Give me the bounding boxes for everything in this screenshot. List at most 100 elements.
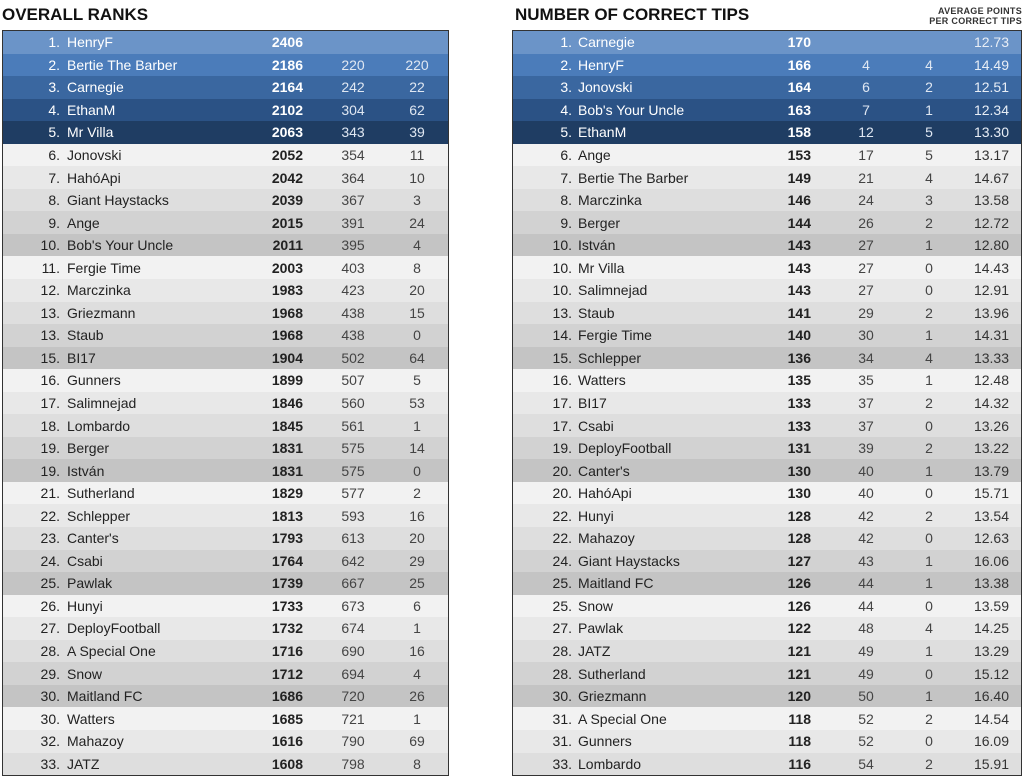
correct-tips: 143 bbox=[787, 282, 811, 299]
points: 1829 bbox=[271, 485, 303, 502]
rank: 33. bbox=[552, 755, 572, 772]
player-name: Csabi bbox=[67, 552, 103, 569]
gap-to-leader: 721 bbox=[341, 710, 365, 727]
average-points-header-line2: PER CORRECT TIPS bbox=[929, 16, 1022, 26]
average-points: 15.91 bbox=[973, 755, 1009, 772]
player-name: HahóApi bbox=[578, 485, 632, 502]
rank: 8. bbox=[48, 192, 60, 209]
rank: 4. bbox=[560, 101, 572, 118]
correct-tips: 143 bbox=[787, 237, 811, 254]
player-name: Salimnejad bbox=[578, 282, 648, 299]
gap-to-previous: 11 bbox=[409, 147, 425, 163]
average-points: 14.67 bbox=[973, 169, 1009, 186]
player-name: Lombardo bbox=[578, 755, 642, 772]
player-name: Berger bbox=[67, 440, 110, 457]
table-row: 10. István 143 27 1 12.80 bbox=[513, 233, 1021, 257]
table-row: 16. Gunners 1899 507 5 bbox=[3, 369, 448, 392]
table-row: 19. DeployFootball 131 39 2 13.22 bbox=[513, 436, 1021, 460]
rank: 4. bbox=[48, 101, 60, 118]
gap-to-leader: 220 bbox=[341, 56, 365, 73]
player-name: Mahazoy bbox=[67, 733, 124, 750]
points: 1831 bbox=[271, 440, 303, 457]
average-points: 16.09 bbox=[973, 733, 1009, 750]
player-name: Watters bbox=[67, 710, 115, 727]
rank: 1. bbox=[560, 34, 572, 51]
gap-to-previous: 1 bbox=[925, 575, 933, 592]
correct-tips: 170 bbox=[787, 34, 811, 51]
table-row: 15. BI17 1904 502 64 bbox=[3, 346, 448, 370]
overall-ranks-title: OVERALL RANKS bbox=[2, 5, 149, 24]
gap-to-previous: 4 bbox=[413, 237, 421, 254]
player-name: DeployFootball bbox=[67, 620, 161, 637]
average-points: 14.54 bbox=[973, 710, 1009, 727]
points: 2011 bbox=[272, 237, 303, 254]
gap-to-previous: 0 bbox=[413, 327, 421, 344]
correct-tips: 122 bbox=[787, 620, 811, 637]
table-row: 6. Jonovski 2052 354 11 bbox=[3, 143, 448, 167]
average-points: 13.26 bbox=[973, 417, 1009, 434]
points: 1831 bbox=[271, 462, 303, 479]
player-name: Maitland FC bbox=[67, 688, 143, 705]
average-points: 13.54 bbox=[973, 507, 1009, 524]
rank: 18. bbox=[40, 417, 60, 434]
gap-to-previous: 5 bbox=[925, 147, 933, 163]
rank: 15. bbox=[552, 349, 572, 366]
rank: 22. bbox=[552, 507, 572, 524]
table-row: 9. Ange 2015 391 24 bbox=[3, 211, 448, 234]
table-row: 5. Mr Villa 2063 343 39 bbox=[3, 121, 448, 144]
average-points: 12.51 bbox=[973, 79, 1009, 96]
table-row: 10. Mr Villa 143 27 0 14.43 bbox=[513, 256, 1021, 280]
gap-to-previous: 0 bbox=[925, 259, 933, 276]
gap-to-leader: 34 bbox=[858, 349, 874, 366]
table-row: 3. Carnegie 2164 242 22 bbox=[3, 76, 448, 99]
correct-tips: 120 bbox=[787, 688, 811, 705]
gap-to-previous: 2 bbox=[925, 79, 933, 96]
rank: 16. bbox=[552, 372, 572, 389]
player-name: HahóApi bbox=[67, 169, 121, 186]
points: 1968 bbox=[271, 327, 303, 344]
gap-to-leader: 6 bbox=[862, 79, 870, 96]
player-name: Canter's bbox=[67, 530, 119, 547]
rank: 13. bbox=[40, 327, 60, 344]
table-row: 17. Csabi 133 37 0 13.26 bbox=[513, 414, 1021, 437]
gap-to-previous: 2 bbox=[413, 485, 421, 502]
correct-tips: 153 bbox=[787, 147, 811, 163]
gap-to-leader: 37 bbox=[858, 395, 874, 412]
rank: 25. bbox=[40, 575, 60, 592]
player-name: Bertie The Barber bbox=[578, 169, 689, 186]
gap-to-leader: 37 bbox=[858, 417, 874, 434]
gap-to-leader: 42 bbox=[858, 507, 874, 524]
gap-to-previous: 2 bbox=[925, 755, 933, 772]
gap-to-leader: 367 bbox=[341, 192, 365, 209]
table-row: 30. Maitland FC 1686 720 26 bbox=[3, 684, 448, 708]
correct-tips: 163 bbox=[787, 101, 811, 118]
player-name: Jonovski bbox=[578, 79, 633, 96]
gap-to-leader: 720 bbox=[341, 688, 365, 705]
correct-tips-table: 1. Carnegie 170 12.73 2. HenryF 166 4 4 14.49 3. Jo… bbox=[512, 30, 1022, 776]
gap-to-previous: 14 bbox=[409, 440, 425, 457]
gap-to-previous: 24 bbox=[409, 214, 425, 231]
table-row: 10. Bob's Your Uncle 2011 395 4 bbox=[3, 233, 448, 257]
player-name: HenryF bbox=[578, 56, 624, 73]
gap-to-leader: 343 bbox=[341, 124, 365, 141]
gap-to-previous: 1 bbox=[925, 462, 933, 479]
rank: 17. bbox=[552, 395, 572, 412]
table-row: 17. Salimnejad 1846 560 53 bbox=[3, 391, 448, 415]
gap-to-previous: 0 bbox=[925, 485, 933, 502]
player-name: Fergie Time bbox=[578, 327, 652, 344]
table-row: 28. Sutherland 121 49 0 15.12 bbox=[513, 662, 1021, 685]
points: 2164 bbox=[271, 79, 303, 96]
gap-to-leader: 54 bbox=[858, 755, 874, 772]
rank: 20. bbox=[552, 462, 572, 479]
gap-to-leader: 21 bbox=[858, 169, 874, 186]
average-points: 13.22 bbox=[973, 440, 1009, 457]
correct-tips: 127 bbox=[787, 552, 811, 569]
table-row: 1. HenryF 2406 bbox=[3, 31, 448, 54]
rank: 30. bbox=[40, 688, 60, 705]
rank: 17. bbox=[40, 395, 60, 412]
gap-to-leader: 577 bbox=[341, 485, 365, 502]
player-name: Pawlak bbox=[578, 620, 624, 637]
rank: 10. bbox=[40, 237, 60, 254]
player-name: BI17 bbox=[578, 395, 607, 412]
gap-to-leader: 304 bbox=[341, 101, 365, 118]
